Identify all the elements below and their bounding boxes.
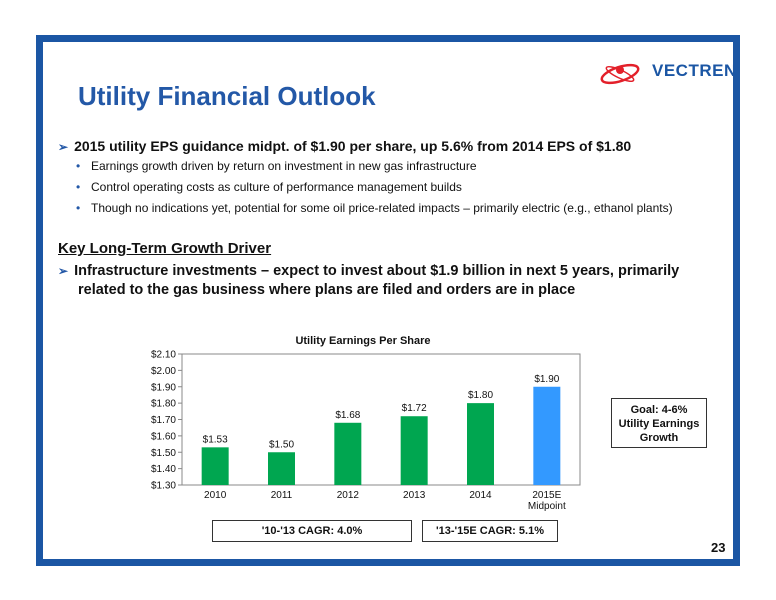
eps-guidance-text: 2015 utility EPS guidance midpt. of $1.9… — [74, 138, 632, 154]
data-label: $1.68 — [335, 410, 360, 421]
sub-bullet: Earnings growth driven by return on inve… — [76, 158, 716, 174]
data-label: $1.90 — [534, 374, 559, 385]
chart-title: Utility Earnings Per Share — [295, 335, 430, 347]
y-tick-label: $1.30 — [151, 481, 176, 492]
goal-line: Utility Earnings — [618, 418, 700, 430]
data-label: $1.50 — [269, 439, 294, 450]
bar-2015E — [533, 386, 561, 485]
x-tick-label: 2011 — [271, 490, 293, 501]
plot-area — [181, 353, 581, 486]
x-tick-label: 2014 — [469, 490, 492, 501]
bar-2013 — [400, 416, 428, 485]
sub-bullet: Though no indications yet, potential for… — [76, 200, 716, 216]
data-label: $1.53 — [203, 434, 228, 445]
bar-2012 — [334, 422, 362, 485]
y-tick-label: $1.40 — [151, 464, 176, 475]
y-tick-label: $2.00 — [151, 366, 176, 377]
y-tick-label: $1.60 — [151, 431, 176, 442]
data-label: $1.80 — [468, 390, 493, 401]
y-tick-label: $2.10 — [151, 350, 176, 361]
sub-bullet-list: Earnings growth driven by return on inve… — [76, 158, 716, 221]
brand-name: VECTREN — [652, 61, 737, 80]
x-tick-sublabel: Midpoint — [528, 501, 566, 512]
sub-bullet: Control operating costs as culture of pe… — [76, 179, 716, 195]
data-label: $1.72 — [402, 403, 427, 414]
y-tick-label: $1.50 — [151, 448, 176, 459]
x-tick-label: 2013 — [403, 490, 426, 501]
growth-driver-text: Infrastructure investments – expect to i… — [74, 263, 680, 298]
bar-2010 — [201, 447, 229, 485]
growth-driver-bullet: ➢ Infrastructure investments – expect to … — [58, 262, 718, 300]
vectren-logo-icon — [600, 63, 640, 85]
y-tick-label: $1.80 — [151, 399, 176, 410]
bar-2014 — [467, 403, 494, 485]
goal-line: Growth — [639, 432, 679, 444]
x-tick-label: 2010 — [204, 490, 227, 501]
arrow-bullet-icon: ➢ — [58, 140, 69, 154]
page-number: 23 — [711, 540, 726, 555]
growth-goal-box: Goal: 4-6% Utility Earnings Growth — [611, 398, 707, 448]
goal-line: Goal: 4-6% — [630, 404, 688, 416]
page-title: Utility Financial Outlook — [78, 81, 376, 111]
y-tick-label: $1.90 — [151, 382, 176, 393]
cagr-box-2010-2013: '10-'13 CAGR: 4.0% — [212, 520, 412, 542]
y-tick-label: $1.70 — [151, 415, 176, 426]
x-tick-label: 2012 — [337, 490, 360, 501]
arrow-bullet-icon: ➢ — [58, 264, 69, 278]
section-heading: Key Long-Term Growth Driver — [58, 240, 272, 257]
eps-bar-chart: Utility Earnings Per Share $1.30 $1.40 $1.… — [151, 335, 581, 512]
cagr-box-2013-2015: '13-'15E CAGR: 5.1% — [422, 520, 558, 542]
bar-2011 — [268, 452, 295, 485]
x-tick-label: 2015E — [532, 490, 561, 501]
eps-guidance-bullet: ➢ 2015 utility EPS guidance midpt. of $1.… — [58, 138, 718, 154]
slide-frame — [36, 35, 740, 566]
